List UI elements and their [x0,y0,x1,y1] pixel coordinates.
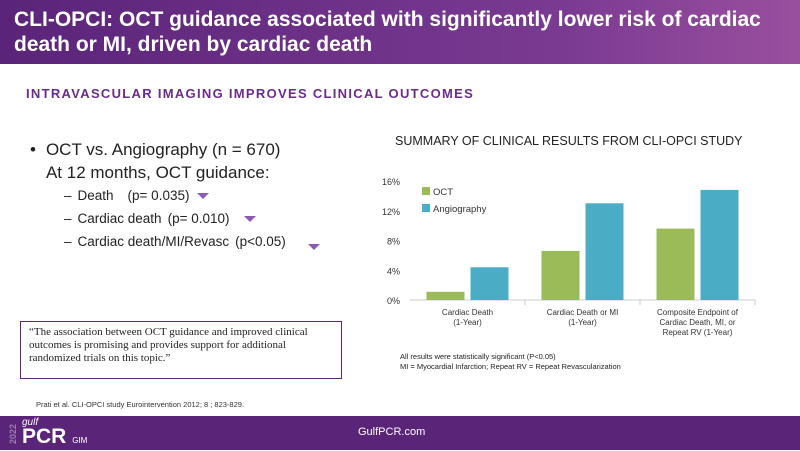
note-abbreviations: MI = Myocardial Infarction; Repeat RV = … [400,362,621,371]
x-tick-label: Composite Endpoint of [657,308,739,317]
legend-label-oct: OCT [433,187,453,198]
y-tick-label: 12% [382,207,400,217]
legend-label-angiography: Angiography [433,204,487,215]
gulfpcr-logo: 2022 gulf PCR GIM [8,418,87,451]
logo-main: PCR GIM [22,425,88,448]
logo-small: gulf [22,417,39,428]
bar-oct [426,291,465,300]
footer: 2022 gulf PCR GIM GulfPCR.com [0,416,800,450]
x-tick-label: Repeat RV (1-Year) [663,328,733,337]
bullet-main-line1: OCT vs. Angiography (n = 670) [45,140,281,159]
y-tick-label: 4% [387,266,400,276]
sub-bullet-p: (p= 0.010) [167,211,230,226]
legend-swatch-oct [422,187,430,195]
sub-bullet: – Cardiac death (p= 0.010) [64,207,320,230]
sub-bullet-label: Cardiac death [77,211,162,226]
sub-bullet-label: Cardiac death/MI/Revasc [77,234,230,249]
bullet-main-line2: At 12 months, OCT guidance: [45,163,270,182]
x-tick-label: Cardiac Death [442,308,493,317]
arrow-down-icon [307,243,320,250]
arrow-down-icon [197,192,210,199]
chart-notes: All results were statistically significa… [400,352,621,372]
x-tick-label: Cardiac Death, MI, or [659,318,735,327]
logo-year: 2022 [8,424,18,445]
bar-oct [656,228,695,300]
bar-oct [541,250,580,300]
quote-box: “The association between OCT guidance an… [20,321,342,379]
sub-bullet: – Death (p= 0.035) [64,184,320,207]
legend-swatch-angiography [422,204,430,212]
sub-bullet-p: (p= 0.035) [127,188,190,203]
reference: Prati et al. CLI-OPCI study Eurointerven… [36,400,245,409]
slide-title: CLI-OPCI: OCT guidance associated with s… [0,0,800,64]
y-tick-label: 0% [387,296,400,306]
chart-title: SUMMARY OF CLINICAL RESULTS FROM CLI-OPC… [395,134,743,148]
sub-bullet: – Cardiac death/MI/Revasc (p<0.05) [64,230,320,253]
bar-angiography [700,189,739,300]
y-tick-label: 16% [382,177,400,187]
arrow-down-icon [243,215,256,222]
website-link[interactable]: GulfPCR.com [358,426,426,438]
y-tick-label: 8% [387,237,400,247]
bullet-icon: • [30,140,36,159]
x-tick-label: (1-Year) [453,318,482,327]
x-tick-label: (1-Year) [568,318,597,327]
bullet-list: • OCT vs. Angiography (n = 670) At 12 mo… [30,138,320,253]
bar-angiography [585,203,624,300]
bar-chart: 0%4%8%12%16%Cardiac Death(1-Year)Cardiac… [382,177,756,337]
note-significance: All results were statistically significa… [400,352,556,361]
bar-angiography [470,267,509,300]
sub-bullet-label: Death [77,188,114,203]
sub-bullet-p: (p<0.05) [235,234,286,249]
section-subtitle: INTRAVASCULAR IMAGING IMPROVES CLINICAL … [26,86,475,101]
x-tick-label: Cardiac Death or MI [547,308,619,317]
